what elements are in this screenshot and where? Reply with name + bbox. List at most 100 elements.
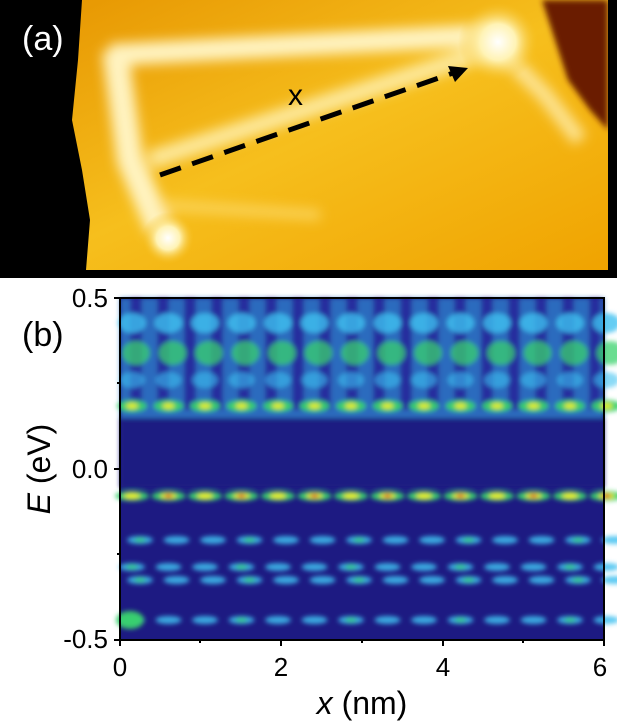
map-blob bbox=[519, 313, 548, 333]
map-blob bbox=[231, 341, 260, 365]
map-blob bbox=[301, 563, 328, 571]
map-blob bbox=[416, 493, 432, 499]
dark-corner bbox=[542, 0, 608, 130]
map-blob bbox=[195, 341, 223, 365]
map-blob bbox=[572, 537, 584, 543]
y-tick-label: 0.5 bbox=[72, 283, 108, 313]
map-blob bbox=[381, 403, 394, 409]
dashed-arrow bbox=[159, 66, 468, 178]
x-tick-label: 4 bbox=[436, 652, 450, 682]
map-blob bbox=[410, 313, 438, 333]
map-blob bbox=[154, 313, 183, 333]
map-blob bbox=[374, 372, 401, 388]
map-blob bbox=[462, 537, 475, 543]
y-axis-title: E (eV) bbox=[21, 424, 57, 515]
map-blob bbox=[300, 313, 329, 333]
map-blob bbox=[273, 576, 299, 584]
map-blob bbox=[243, 537, 256, 543]
map-blob bbox=[122, 341, 150, 365]
map-blob bbox=[235, 403, 248, 409]
map-blob bbox=[454, 617, 467, 623]
map-blob bbox=[601, 536, 617, 544]
spectroscopy-map-panel: 0.5 0.0 -0.5 0 2 4 6 x (nm) E (eV) (b) bbox=[0, 278, 617, 728]
x-tick-label: 2 bbox=[274, 652, 288, 682]
map-blob bbox=[560, 341, 588, 365]
map-blob bbox=[155, 563, 182, 571]
bright-spot bbox=[142, 212, 194, 264]
map-blob bbox=[373, 313, 402, 333]
map-blob bbox=[382, 576, 409, 584]
map-blob bbox=[264, 313, 292, 333]
map-blob bbox=[414, 341, 442, 365]
x-axis-title: x (nm) bbox=[315, 685, 408, 721]
map-blob bbox=[562, 493, 578, 499]
map-blob bbox=[192, 563, 218, 571]
map-region bbox=[292, 298, 304, 410]
map-blob bbox=[301, 372, 328, 388]
map-blob bbox=[411, 616, 437, 624]
map-blob bbox=[304, 341, 333, 365]
map-blob bbox=[374, 563, 401, 571]
map-blob bbox=[377, 341, 406, 365]
map-blob bbox=[411, 372, 437, 388]
map-blob bbox=[487, 341, 515, 365]
map-blob bbox=[337, 313, 365, 333]
map-blob bbox=[124, 493, 140, 499]
map-blob bbox=[593, 563, 617, 571]
map-blob bbox=[338, 372, 364, 388]
map-blob bbox=[596, 341, 617, 365]
map-blob bbox=[243, 577, 256, 583]
map-blob bbox=[600, 403, 613, 409]
map-blob bbox=[270, 493, 286, 499]
bright-spot bbox=[458, 2, 538, 82]
map-blob bbox=[309, 576, 336, 584]
map-blob bbox=[265, 563, 291, 571]
map-blob bbox=[484, 616, 510, 624]
map-blob bbox=[235, 617, 248, 623]
map-blob bbox=[454, 564, 467, 570]
arrow-label: x bbox=[288, 79, 303, 112]
map-blob bbox=[529, 494, 538, 498]
map-blob bbox=[265, 372, 291, 388]
map-blob bbox=[353, 577, 365, 583]
map-blob bbox=[446, 313, 475, 333]
map-region bbox=[120, 418, 604, 488]
map-blob bbox=[116, 611, 144, 629]
map-blob bbox=[155, 616, 182, 624]
map-blob bbox=[345, 617, 357, 623]
map-blob bbox=[126, 403, 138, 409]
axes bbox=[114, 297, 605, 646]
map-blob bbox=[192, 616, 218, 624]
map-blob bbox=[489, 493, 505, 499]
map-blob bbox=[447, 372, 474, 388]
y-tick-label: 0.0 bbox=[72, 454, 108, 484]
map-blob bbox=[272, 403, 284, 409]
map-blob bbox=[301, 616, 328, 624]
map-blob bbox=[155, 372, 182, 388]
topography-graphic: x bbox=[20, 0, 608, 270]
y-tick-label: -0.5 bbox=[63, 624, 108, 654]
map-blob bbox=[383, 494, 392, 498]
map-features bbox=[115, 298, 617, 629]
map-blob bbox=[520, 563, 547, 571]
map-blob bbox=[520, 372, 547, 388]
map-blob bbox=[527, 403, 540, 409]
map-blob bbox=[345, 564, 357, 570]
map-blob bbox=[268, 341, 296, 365]
map-blob bbox=[118, 313, 146, 333]
map-blob bbox=[419, 536, 445, 544]
map-blob bbox=[134, 577, 146, 583]
map-blob bbox=[419, 576, 445, 584]
map-blob bbox=[572, 577, 584, 583]
map-blob bbox=[164, 494, 173, 498]
map-blob bbox=[557, 372, 583, 388]
map-blob bbox=[484, 372, 510, 388]
map-blob bbox=[593, 616, 617, 624]
map-blob bbox=[382, 536, 409, 544]
map-blob bbox=[197, 493, 213, 499]
map-blob bbox=[228, 372, 255, 388]
map-blob bbox=[227, 313, 256, 333]
map-blob bbox=[491, 403, 503, 409]
map-blob bbox=[462, 577, 475, 583]
map-blob bbox=[483, 313, 511, 333]
